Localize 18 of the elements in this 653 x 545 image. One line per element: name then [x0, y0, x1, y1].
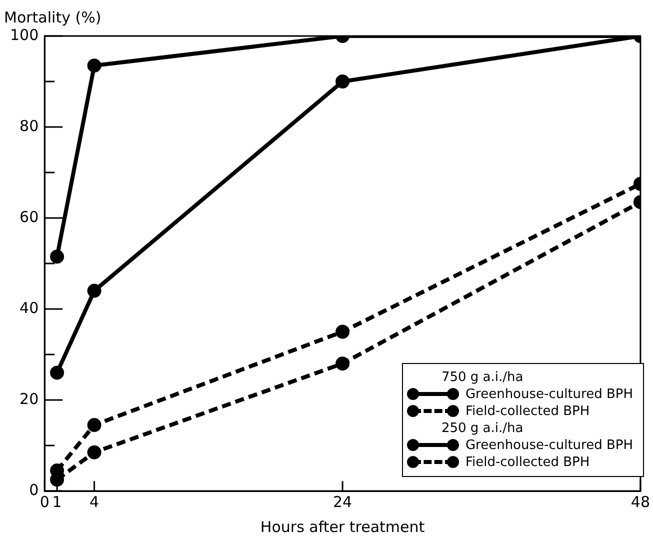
y-tick-label: 40	[20, 298, 39, 317]
annotation: 750 g a.i./ha	[440, 370, 524, 385]
y-tick-label: 100	[10, 26, 39, 44]
y-tick-label: 80	[20, 116, 39, 135]
y-tick-label: 20	[20, 390, 39, 408]
x-tick-label: 24	[332, 492, 352, 511]
x-tick-label: 1	[52, 492, 62, 511]
legend-label: Field-collected BPH	[464, 455, 591, 470]
x-axis-title: Hours after treatment	[260, 518, 425, 536]
y-axis-title: Mortality (%)	[4, 8, 102, 26]
y-tick-label: 60	[20, 208, 39, 226]
legend-label: Greenhouse-cultured BPH	[464, 438, 634, 453]
x-tick-label: 48	[630, 492, 650, 511]
x-tick-label: 4	[90, 492, 100, 511]
annotation: 250 g a.i./ha	[440, 421, 524, 436]
legend-label: Field-collected BPH	[464, 404, 591, 419]
y-tick-label: 0	[29, 480, 39, 499]
legend-label: Greenhouse-cultured BPH	[464, 387, 634, 402]
